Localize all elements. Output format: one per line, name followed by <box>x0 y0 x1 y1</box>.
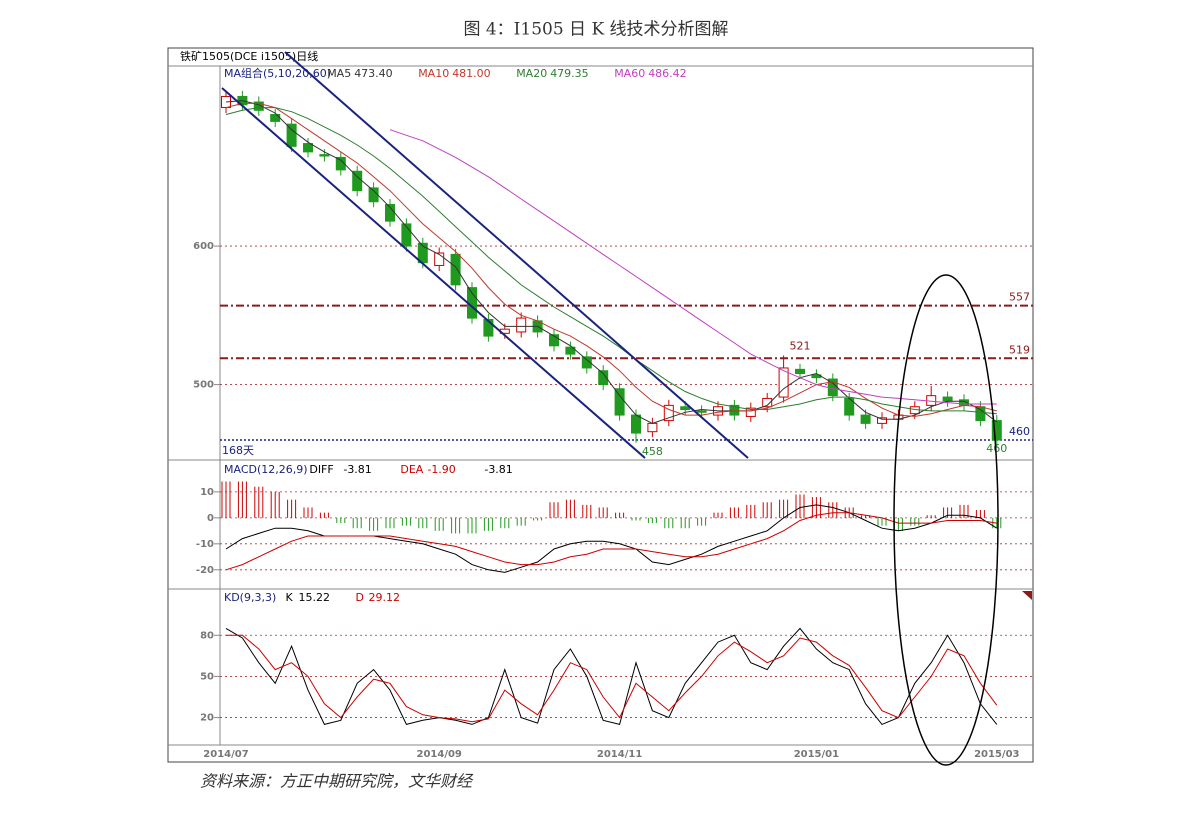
legend-value: 473.40 <box>354 67 393 80</box>
candle-body <box>368 187 379 203</box>
candle-body <box>975 406 986 422</box>
candle-body <box>795 368 805 375</box>
legend-name: D <box>356 591 364 604</box>
candle-body <box>483 318 494 337</box>
candle-body <box>516 317 527 333</box>
candle-body <box>942 396 953 402</box>
legend-name: MA60 <box>614 67 645 80</box>
marker <box>1022 591 1032 600</box>
candle-body <box>778 367 789 398</box>
y-tick-label: 20 <box>200 713 214 724</box>
y-tick-label: 600 <box>193 241 214 252</box>
candle-body <box>286 123 297 147</box>
legend-name: MA10 <box>418 67 449 80</box>
legend-value: 15.22 <box>299 591 331 604</box>
legend-title: MACD(12,26,9) <box>224 463 308 476</box>
candle-body <box>729 404 740 416</box>
candle-body <box>565 346 576 355</box>
y-tick-label: 0 <box>207 513 214 524</box>
legend-value: 479.35 <box>550 67 589 80</box>
chart-title: 图 4：I1505 日 K 线技术分析图解 <box>463 20 728 40</box>
series-line <box>225 107 997 415</box>
candle-body <box>696 410 707 413</box>
candle-body <box>614 388 625 416</box>
legend-value: -1.90 <box>427 463 455 476</box>
legend-name: DEA <box>400 463 423 476</box>
y-tick-label: 10 <box>200 487 214 498</box>
x-tick-label: 2014/07 <box>203 749 248 760</box>
candle-body <box>319 154 330 157</box>
level-label: 460 <box>1009 425 1030 438</box>
x-tick-label: 2014/11 <box>597 749 642 760</box>
series-line <box>225 512 997 571</box>
y-tick-label: 500 <box>193 380 214 391</box>
channel-line <box>284 51 749 459</box>
candle-body <box>253 101 264 111</box>
candle-body <box>335 156 346 171</box>
legend-value: -3.81 <box>484 463 512 476</box>
candle-body <box>581 356 592 369</box>
candle-body <box>631 414 641 434</box>
x-tick-label: 2014/09 <box>416 749 461 760</box>
header: 铁矿1505(DCE i1505)日线 <box>180 49 318 63</box>
candle-body <box>991 420 1002 441</box>
annotation: 460 <box>986 442 1007 455</box>
y-tick-label: -10 <box>196 539 214 550</box>
legend-name: K <box>286 591 294 604</box>
legend-name: MA20 <box>516 67 547 80</box>
channel-line <box>221 87 646 459</box>
candle-body <box>745 407 756 417</box>
annotation: 458 <box>642 445 663 458</box>
candle-body <box>270 113 281 122</box>
series-line <box>226 634 998 723</box>
legend-value: -3.81 <box>343 463 371 476</box>
x-tick-label: 2015/03 <box>974 749 1019 760</box>
candle-body <box>549 334 559 347</box>
candle-body <box>303 143 313 153</box>
candle-body <box>401 223 412 247</box>
legend-name: MA5 <box>327 67 351 80</box>
legend-value: 486.42 <box>648 67 687 80</box>
legend-title: KD(9,3,3) <box>224 591 276 604</box>
x-tick-label: 2015/01 <box>794 749 839 760</box>
series-line <box>225 100 998 424</box>
candle-body <box>762 397 773 408</box>
legend-value: 481.00 <box>452 67 491 80</box>
candle-body <box>663 404 674 422</box>
legend-value: 29.12 <box>369 591 401 604</box>
candle-body <box>598 370 609 386</box>
legend-name: DIFF <box>309 463 333 476</box>
candle-body <box>877 417 887 424</box>
level-label: 519 <box>1009 343 1030 356</box>
y-tick-label: 80 <box>200 630 214 641</box>
source: 资料来源：方正中期研究院，文华财经 <box>200 772 474 791</box>
series-line <box>225 627 998 726</box>
candle-body <box>647 422 658 433</box>
candle-body <box>450 253 461 286</box>
y-tick-label: -20 <box>196 565 214 576</box>
days-label: 168天 <box>222 444 254 457</box>
candle-body <box>680 406 691 411</box>
highlight-ellipse <box>893 274 999 766</box>
level-label: 557 <box>1009 291 1030 304</box>
candle-body <box>860 414 871 424</box>
y-tick-label: 50 <box>200 671 214 682</box>
candle-body <box>434 252 445 266</box>
annotation: 521 <box>790 339 811 352</box>
series-line <box>389 129 997 405</box>
